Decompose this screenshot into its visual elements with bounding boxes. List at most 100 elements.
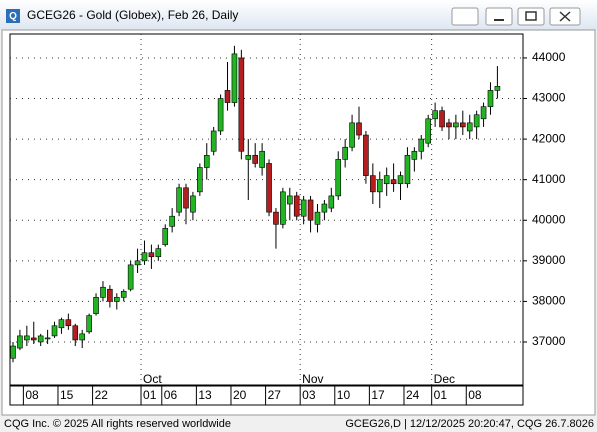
x-tick-label: 06: [164, 388, 178, 402]
candle-body: [217, 98, 224, 132]
candle-body: [307, 199, 314, 221]
month-label: Nov: [302, 372, 323, 386]
candle-body: [134, 260, 141, 266]
x-tick-label: 27: [268, 388, 282, 402]
candle-body: [439, 110, 445, 128]
candle-body: [183, 187, 189, 209]
footer-right: GCEG26,D | 12/12/2025 20:20:47, CQG 26.7…: [345, 418, 594, 430]
candle-body: [293, 195, 300, 217]
candle-body: [349, 122, 355, 148]
candle-body: [466, 122, 473, 132]
candle-body: [259, 150, 265, 168]
candle-body: [141, 252, 148, 262]
candle-body: [363, 134, 369, 176]
x-tick-label: 13: [198, 388, 212, 402]
candle-body: [190, 195, 196, 213]
x-axis-band: [9, 385, 524, 406]
x-tick-label: 08: [25, 388, 39, 402]
x-tick-label: 20: [233, 388, 247, 402]
candle-body: [453, 122, 459, 128]
candle-body: [231, 53, 238, 103]
candle-body: [376, 179, 383, 193]
candle-body: [494, 86, 501, 91]
candle-body: [58, 319, 65, 329]
y-tick-label: 42000: [532, 131, 566, 145]
x-tick-label: 17: [371, 388, 385, 402]
app-icon: [6, 9, 20, 23]
x-tick-label: 03: [302, 388, 316, 402]
candle-body: [459, 122, 466, 128]
candle-body: [342, 146, 348, 160]
candle-body: [314, 211, 321, 225]
candle-body: [93, 297, 99, 314]
y-tick-label: 39000: [532, 253, 566, 267]
plot: 37000 38000 39000 40000 41000 42000 43000 44000…: [10, 34, 566, 405]
candle-body: [162, 228, 169, 245]
month-label: Dec: [434, 372, 455, 386]
candle-body: [432, 110, 438, 120]
footer-left: CQG Inc. © 2025 All rights reserved worl…: [4, 418, 231, 430]
window-title: GCEG26 - Gold (Globex), Feb 26, Daily: [27, 8, 238, 22]
candle-body: [51, 325, 58, 337]
month-label: Oct: [143, 372, 162, 386]
candle-body: [30, 337, 37, 341]
link-button[interactable]: [451, 7, 479, 26]
x-tick-label: 15: [60, 388, 74, 402]
app-icon-letter: Q: [9, 11, 17, 22]
candle-body: [210, 130, 217, 152]
candle-body: [44, 337, 51, 340]
candle-body: [335, 159, 342, 197]
candle-body: [473, 114, 480, 128]
candle-body: [356, 122, 362, 136]
candle-body: [418, 138, 425, 152]
candle-body: [37, 335, 44, 343]
candle-body: [480, 106, 487, 120]
x-tick-label: 22: [95, 388, 109, 402]
candle-body: [65, 319, 72, 327]
candle-body: [107, 288, 113, 302]
maximize-button[interactable]: [517, 7, 545, 26]
candle-body: [114, 297, 120, 302]
candle-body: [370, 175, 376, 193]
y-tick-label: 41000: [532, 172, 566, 186]
candle-body: [411, 150, 418, 160]
candle-body: [273, 211, 279, 225]
x-tick-label: 24: [406, 388, 420, 402]
y-tick-label: 44000: [532, 50, 566, 64]
candle-body: [127, 264, 134, 290]
y-tick-label: 40000: [532, 212, 566, 226]
candle-body: [86, 315, 92, 333]
candle-body: [328, 195, 335, 209]
candle-body: [321, 203, 328, 213]
maximize-glyph: [525, 11, 537, 21]
candle-body: [120, 290, 127, 298]
candle-body: [397, 175, 404, 185]
candle-body: [72, 325, 79, 341]
candle-body: [238, 57, 245, 152]
y-tick-label: 38000: [532, 294, 566, 308]
candle-body: [245, 155, 252, 160]
x-tick-label: 01: [434, 388, 448, 402]
candle-body: [17, 335, 23, 349]
candle-body: [148, 252, 155, 258]
x-tick-label: 08: [468, 388, 482, 402]
candle-body: [203, 155, 210, 168]
x-tick-label: 01: [143, 388, 157, 402]
candle-body: [446, 122, 452, 128]
candle-body: [404, 155, 411, 185]
candle-body: [252, 155, 258, 164]
minimize-button[interactable]: [485, 7, 513, 26]
y-tick-label: 43000: [532, 91, 566, 105]
candle-body: [487, 90, 494, 107]
candle-body: [176, 187, 182, 213]
candle-body: [10, 345, 16, 359]
candle-body: [224, 90, 231, 103]
candle-body: [24, 335, 30, 341]
candle-body: [155, 248, 162, 258]
candle-body: [197, 167, 203, 193]
y-tick-label: 37000: [532, 334, 566, 348]
candle-body: [79, 333, 85, 341]
candle-body: [390, 179, 397, 185]
candle-body: [100, 286, 106, 298]
